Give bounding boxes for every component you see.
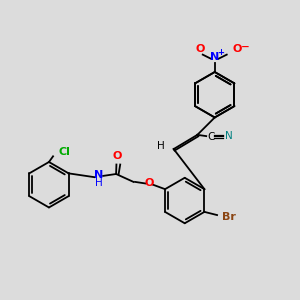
Text: N: N: [94, 169, 104, 180]
Text: −: −: [241, 41, 249, 52]
Text: N: N: [225, 131, 233, 141]
Text: O: O: [196, 44, 205, 54]
Text: H: H: [157, 141, 165, 151]
Text: Cl: Cl: [58, 147, 70, 157]
Text: N: N: [210, 52, 219, 61]
Text: C: C: [208, 132, 215, 142]
Text: +: +: [217, 47, 224, 56]
Text: O: O: [232, 44, 242, 54]
Text: O: O: [145, 178, 154, 188]
Text: H: H: [95, 178, 103, 188]
Text: O: O: [113, 151, 122, 161]
Text: Br: Br: [222, 212, 236, 222]
